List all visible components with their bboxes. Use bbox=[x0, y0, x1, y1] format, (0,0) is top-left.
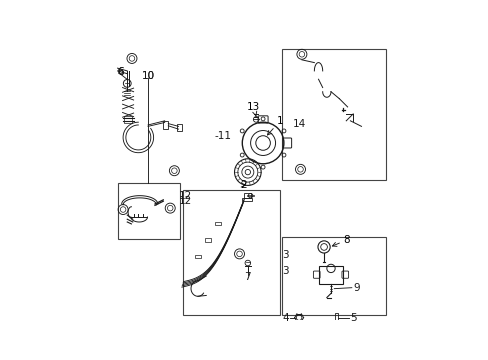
Text: 5: 5 bbox=[350, 312, 356, 323]
Text: 14: 14 bbox=[292, 118, 305, 129]
Bar bbox=[319, 266, 342, 284]
Text: 7: 7 bbox=[244, 273, 251, 283]
Bar bbox=[163, 121, 168, 129]
Text: 2: 2 bbox=[240, 180, 246, 190]
Text: -11: -11 bbox=[214, 131, 231, 141]
Bar bbox=[334, 312, 338, 323]
Text: 12: 12 bbox=[179, 191, 192, 201]
Text: 8: 8 bbox=[332, 235, 349, 246]
Text: 1: 1 bbox=[267, 116, 283, 135]
Text: 4: 4 bbox=[282, 312, 288, 323]
Bar bbox=[247, 194, 253, 196]
Text: 9: 9 bbox=[352, 283, 359, 293]
Text: 10: 10 bbox=[141, 72, 154, 81]
Text: 6: 6 bbox=[117, 67, 123, 77]
Bar bbox=[117, 183, 180, 239]
Bar bbox=[242, 198, 251, 201]
Bar bbox=[282, 49, 386, 180]
Bar bbox=[118, 69, 122, 73]
Bar bbox=[123, 116, 131, 123]
Text: 3: 3 bbox=[282, 250, 288, 260]
Bar bbox=[204, 238, 211, 242]
Bar bbox=[214, 222, 221, 225]
Text: 10: 10 bbox=[141, 72, 154, 81]
Bar bbox=[194, 255, 201, 258]
Text: 12: 12 bbox=[179, 196, 192, 206]
Text: 6: 6 bbox=[117, 67, 123, 77]
Bar bbox=[282, 237, 386, 315]
Bar bbox=[177, 125, 182, 131]
Text: 13: 13 bbox=[246, 102, 260, 116]
Bar bbox=[243, 193, 250, 198]
Text: 3: 3 bbox=[282, 266, 288, 276]
Bar bbox=[183, 190, 279, 315]
